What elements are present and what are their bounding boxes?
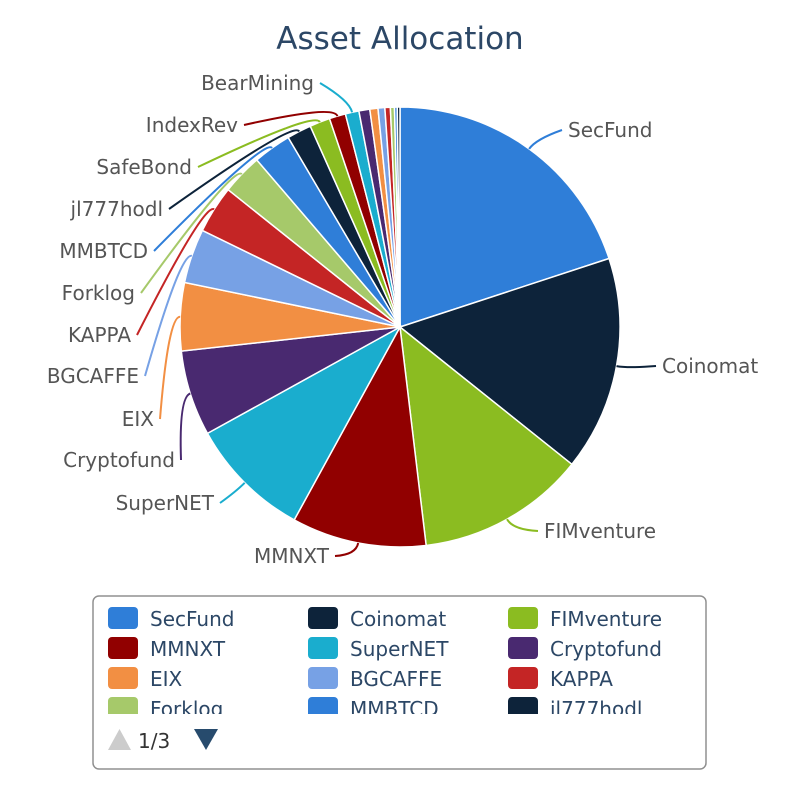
legend-swatch [508, 607, 538, 629]
slice-label-bearmining: BearMining [201, 71, 314, 95]
legend-label: Forklog [150, 697, 223, 721]
legend-label: Cryptofund [550, 637, 662, 661]
legend-items: SecFund Coinomat FIMventure MMNXT SuperNET Cr… [108, 607, 662, 721]
slice-label-indexrev: IndexRev [146, 113, 238, 137]
legend-label: EIX [150, 667, 183, 691]
legend-item-kappa[interactable]: KAPPA [508, 667, 613, 691]
slice-label-bgcaffe: BGCAFFE [47, 364, 139, 388]
legend-item-mmbtcd[interactable]: MMBTCD [308, 697, 439, 721]
slice-label-jl777hodl: jl777hodl [70, 197, 163, 221]
chart-title: Asset Allocation [276, 21, 523, 57]
legend-label: Coinomat [350, 607, 446, 631]
pie-slices [179, 106, 621, 548]
legend-label: FIMventure [550, 607, 662, 631]
legend-item-mmnxt[interactable]: MMNXT [108, 637, 226, 661]
legend-swatch [508, 697, 538, 714]
connector-supernet [219, 482, 246, 504]
legend-swatch [108, 607, 138, 629]
slice-label-coinomat: Coinomat [662, 354, 758, 378]
connector-forklog [140, 172, 243, 294]
slice-label-safebond: SafeBond [96, 155, 192, 179]
legend-swatch [508, 667, 538, 689]
connector-mmbtcd [153, 146, 273, 252]
connector-mmnxt [334, 542, 360, 557]
legend-item-secfund[interactable]: SecFund [108, 607, 234, 631]
connector-bgcaffe [144, 254, 193, 377]
legend-swatch [108, 637, 138, 659]
connector-bearmining [319, 82, 354, 113]
slice-label-secfund: SecFund [568, 118, 652, 142]
legend-swatch [308, 607, 338, 629]
slice-label-mmbtcd: MMBTCD [59, 239, 148, 263]
slice-labels: SecFund Coinomat FIMventure MMNXT SuperNET Cr… [47, 71, 759, 568]
legend-label: KAPPA [550, 667, 613, 691]
slice-label-eix: EIX [122, 407, 155, 431]
pie-slice-supernet[interactable] [206, 325, 402, 521]
legend-swatch [108, 697, 138, 714]
legend-item-supernet[interactable]: SuperNET [308, 637, 449, 661]
slice-label-kappa: KAPPA [68, 323, 131, 347]
label-connectors [136, 82, 657, 557]
slice-label-fimventure: FIMventure [544, 519, 656, 543]
legend-label: BGCAFFE [350, 667, 442, 691]
connector-secfund [528, 129, 563, 150]
pager-text: 1/3 [138, 729, 170, 753]
legend-item-cryptofund[interactable]: Cryptofund [508, 637, 662, 661]
pie-slice-mmnxt[interactable] [293, 324, 427, 548]
legend-swatch [308, 697, 338, 714]
slice-label-supernet: SuperNET [116, 491, 215, 515]
legend-item-fimventure[interactable]: FIMventure [508, 607, 662, 631]
legend-item-jl777hodl[interactable]: jl777hodl [508, 697, 642, 721]
connector-safebond [197, 119, 321, 168]
legend: SecFund Coinomat FIMventure MMNXT SuperNET Cr… [92, 595, 707, 770]
triangle-up-icon[interactable] [108, 729, 131, 750]
legend-label: MMNXT [150, 637, 226, 661]
pie-slice-21[interactable] [396, 106, 401, 328]
connector-eix [159, 315, 181, 420]
legend-item-bgcaffe[interactable]: BGCAFFE [308, 667, 442, 691]
legend-label: SecFund [150, 607, 234, 631]
connector-coinomat [616, 365, 657, 369]
slice-label-cryptofund: Cryptofund [63, 448, 175, 472]
legend-item-eix[interactable]: EIX [108, 667, 183, 691]
legend-swatch [108, 667, 138, 689]
legend-swatch [308, 667, 338, 689]
legend-pager: 1/3 [108, 729, 218, 753]
legend-border [92, 595, 707, 770]
legend-label: SuperNET [350, 637, 449, 661]
legend-swatch [508, 637, 538, 659]
pie-slice-secfund[interactable] [399, 106, 611, 329]
legend-label: MMBTCD [350, 697, 439, 721]
legend-swatch [308, 637, 338, 659]
slice-label-mmnxt: MMNXT [254, 544, 330, 568]
connector-indexrev [243, 110, 339, 126]
connector-fimventure [506, 518, 539, 532]
pie-slice-coinomat[interactable] [398, 257, 621, 466]
slice-label-forklog: Forklog [62, 281, 135, 305]
connector-kappa [136, 208, 215, 336]
legend-item-forklog[interactable]: Forklog [108, 697, 223, 721]
legend-item-coinomat[interactable]: Coinomat [308, 607, 446, 631]
triangle-down-icon[interactable] [194, 729, 218, 750]
legend-label: jl777hodl [549, 697, 642, 721]
connector-cryptofund [179, 392, 191, 461]
connector-jl777hodl [168, 129, 300, 210]
